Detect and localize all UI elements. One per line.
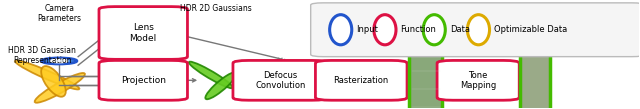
Text: Defocus
Convolution: Defocus Convolution: [255, 71, 305, 90]
Ellipse shape: [15, 60, 79, 89]
FancyBboxPatch shape: [409, 48, 442, 109]
Ellipse shape: [467, 15, 490, 45]
Text: HDR Image: HDR Image: [404, 4, 447, 13]
Ellipse shape: [374, 15, 396, 45]
Text: Optimizable Data: Optimizable Data: [494, 25, 567, 34]
Ellipse shape: [41, 66, 66, 97]
Text: Input: Input: [356, 25, 378, 34]
FancyBboxPatch shape: [99, 7, 188, 59]
Text: Tone
Mapping: Tone Mapping: [460, 71, 496, 90]
FancyBboxPatch shape: [437, 60, 519, 100]
FancyBboxPatch shape: [520, 48, 550, 109]
Ellipse shape: [330, 15, 352, 45]
Ellipse shape: [205, 72, 237, 99]
Text: Projection: Projection: [121, 76, 166, 85]
Ellipse shape: [189, 62, 233, 88]
Text: HDR 3D Gaussian
Representation: HDR 3D Gaussian Representation: [8, 46, 76, 65]
Circle shape: [51, 60, 67, 62]
Text: Camera
Parameters: Camera Parameters: [37, 4, 81, 23]
Text: LDR Image: LDR Image: [514, 4, 556, 13]
FancyBboxPatch shape: [310, 3, 640, 57]
Text: HDR 2D Gaussians: HDR 2D Gaussians: [180, 4, 252, 13]
Text: Data: Data: [450, 25, 470, 34]
Ellipse shape: [423, 15, 445, 45]
Circle shape: [55, 60, 63, 62]
FancyBboxPatch shape: [99, 60, 188, 100]
FancyBboxPatch shape: [233, 60, 328, 100]
Text: Function: Function: [401, 25, 436, 34]
Circle shape: [42, 58, 77, 64]
Text: Lens
Model: Lens Model: [129, 23, 157, 43]
FancyBboxPatch shape: [316, 60, 407, 100]
Ellipse shape: [35, 73, 85, 103]
Text: Rasterization: Rasterization: [333, 76, 389, 85]
